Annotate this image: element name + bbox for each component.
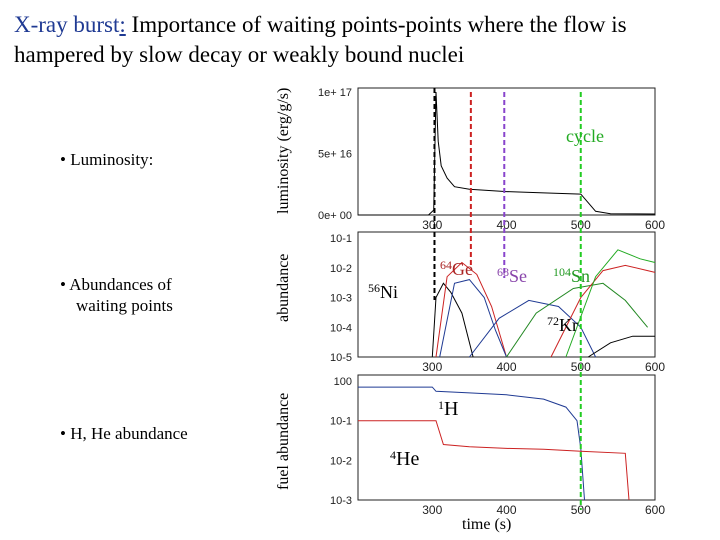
panel1-series-line-7 bbox=[587, 335, 655, 358]
panel2-series-line-1 bbox=[358, 420, 630, 501]
panel1-ytick-2: 10-3 bbox=[330, 293, 352, 305]
panel1-series-line-5 bbox=[550, 264, 656, 358]
panel1-ytick-0: 10-1 bbox=[330, 233, 352, 245]
panel1-series-line-1 bbox=[435, 261, 507, 358]
panel2-xtick-1: 400 bbox=[496, 503, 516, 517]
panel0-xtick-2: 500 bbox=[571, 218, 591, 232]
bullet-abundances-line1: • Abundances of bbox=[60, 275, 172, 294]
panel1-xtick-1: 400 bbox=[496, 360, 516, 374]
panel-frame-1 bbox=[357, 231, 656, 358]
label-ni56: 56Ni bbox=[368, 281, 398, 302]
panel-frame-2 bbox=[357, 374, 656, 501]
panel0-xtick-1: 400 bbox=[496, 218, 516, 232]
panel1-series-line-4 bbox=[506, 282, 648, 358]
label-kr72: 72Kr bbox=[547, 314, 578, 335]
label-cycle: cycle bbox=[566, 126, 604, 146]
panel-frame-0 bbox=[357, 87, 656, 216]
panel0-xtick-0: 300 bbox=[422, 218, 442, 232]
panel0-xtick-3: 600 bbox=[645, 218, 665, 232]
bullet-hhe: • H, He abundance bbox=[60, 424, 188, 443]
lum-ytick-1: 5e+ 16 bbox=[318, 149, 352, 161]
label-he4: 4He bbox=[390, 448, 420, 470]
ylabel-luminosity: luminosity (erg/g/s) bbox=[275, 87, 292, 214]
panel2-ytick-3: 10-3 bbox=[330, 495, 352, 507]
ylabel-abundance: abundance bbox=[275, 253, 292, 322]
panel1-ytick-3: 10-4 bbox=[330, 322, 352, 334]
bullet-luminosity: • Luminosity: bbox=[60, 150, 154, 169]
panel2-xtick-0: 300 bbox=[422, 503, 442, 517]
label-sn104: 104Sn bbox=[553, 265, 591, 286]
title-line2: hampered by slow decay or weakly bound n… bbox=[14, 42, 465, 67]
panel1-series-line-0 bbox=[431, 282, 474, 358]
panel1-xtick-0: 300 bbox=[422, 360, 442, 374]
title-rest: Importance of waiting points-points wher… bbox=[125, 12, 627, 37]
label-ge64: 64Ge bbox=[440, 258, 473, 279]
panel1-ytick-1: 10-2 bbox=[330, 263, 352, 275]
ylabel-fuel: fuel abundance bbox=[275, 392, 292, 490]
slide-title: X-ray burst: Importance of waiting point… bbox=[14, 10, 714, 70]
panel2-xtick-2: 500 bbox=[571, 503, 591, 517]
panel1-xtick-3: 600 bbox=[645, 360, 665, 374]
panel2-ytick-2: 10-2 bbox=[330, 455, 352, 467]
panel1-series-line-3 bbox=[469, 299, 597, 358]
lum-series-line-0 bbox=[358, 91, 656, 216]
panel1-ytick-4: 10-5 bbox=[330, 352, 352, 364]
panel1-series-line-2 bbox=[439, 279, 507, 358]
label-se68: 68Se bbox=[497, 265, 527, 286]
title-colon: : bbox=[119, 12, 126, 37]
xlabel-time: time (s) bbox=[462, 516, 512, 533]
panel2-ytick-1: 10-1 bbox=[330, 416, 352, 428]
title-highlight: X-ray burst bbox=[14, 12, 120, 37]
lum-ytick-2: 1e+ 17 bbox=[318, 87, 352, 99]
bullet-abundances-line2: waiting points bbox=[76, 296, 173, 315]
panel2-series-line-0 bbox=[358, 386, 585, 501]
panel2-ytick-0: 100 bbox=[334, 376, 352, 388]
lum-ytick-0: 0e+ 00 bbox=[318, 210, 352, 222]
panel1-series-line-6 bbox=[565, 249, 656, 358]
label-h1: 1H bbox=[438, 398, 459, 420]
panel2-xtick-3: 600 bbox=[645, 503, 665, 517]
